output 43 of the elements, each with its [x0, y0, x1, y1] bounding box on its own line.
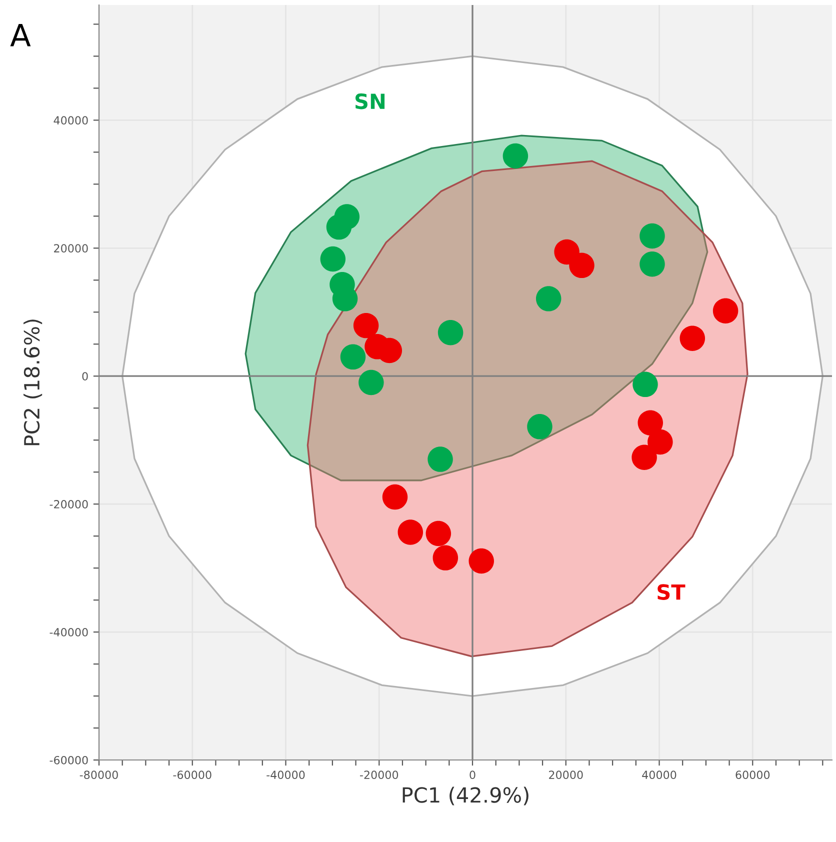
- y-tick-label: 20000: [54, 244, 88, 253]
- point: [569, 252, 594, 278]
- point: [353, 312, 379, 338]
- point: [358, 370, 384, 396]
- y-axis-title: PC2 (18.6%): [24, 320, 42, 446]
- point: [382, 484, 408, 510]
- x-axis-title: PC1 (42.9%): [402, 786, 528, 806]
- x-tick-label: 20000: [549, 770, 583, 780]
- y-tick-label: -40000: [50, 628, 88, 636]
- point: [632, 444, 657, 470]
- text: SN: [355, 93, 385, 110]
- x-tick-label: -40000: [266, 770, 305, 780]
- y-tick-label: -20000: [50, 500, 88, 508]
- point: [536, 286, 562, 312]
- x-tick-label: 0: [470, 770, 476, 780]
- point: [432, 545, 458, 570]
- point: [712, 298, 738, 324]
- point: [527, 414, 552, 440]
- point: [468, 548, 494, 574]
- x-tick-label: -60000: [173, 770, 212, 780]
- point: [638, 410, 663, 436]
- point: [426, 520, 452, 546]
- point: [326, 214, 352, 240]
- point: [438, 320, 464, 346]
- y-tick-label: 40000: [54, 116, 88, 125]
- point: [320, 246, 346, 272]
- x-tick-label: -20000: [360, 770, 398, 780]
- text: ST: [658, 584, 686, 600]
- point: [428, 446, 453, 472]
- x-tick-label: 40000: [642, 770, 676, 780]
- point: [398, 520, 424, 545]
- point: [680, 326, 706, 351]
- y-tick-label: 0: [82, 372, 88, 380]
- point: [648, 429, 673, 455]
- point: [640, 223, 665, 249]
- x-tick-label: -80000: [80, 770, 118, 780]
- point: [340, 344, 366, 370]
- text: A: [10, 24, 31, 46]
- point: [632, 372, 658, 398]
- point: [502, 143, 528, 169]
- point: [640, 252, 665, 277]
- x-tick-label: 60000: [736, 770, 770, 780]
- y-tick-label: -60000: [50, 756, 88, 764]
